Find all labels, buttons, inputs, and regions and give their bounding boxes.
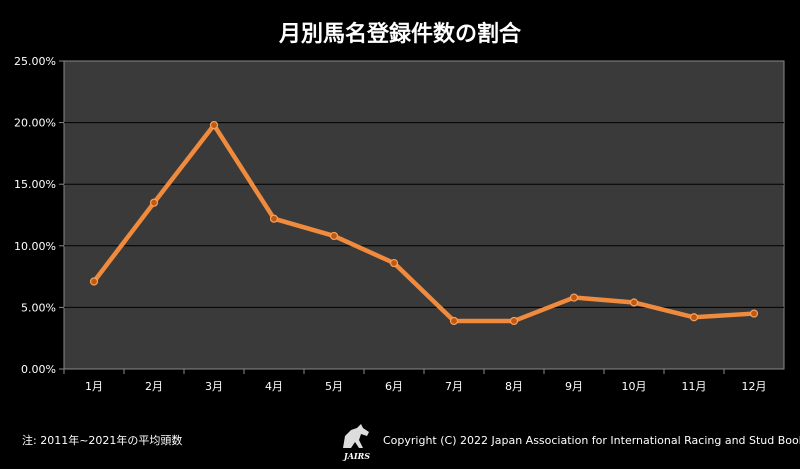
- x-tick-label: 9月: [565, 380, 583, 393]
- plot-area: [63, 60, 785, 370]
- logo-text: JAIRS: [342, 451, 370, 461]
- y-tick-label: 10.00%: [14, 240, 56, 253]
- x-tick-label: 10月: [622, 380, 647, 393]
- x-tick-label: 5月: [325, 380, 343, 393]
- data-point: [389, 258, 399, 268]
- data-point: [689, 313, 699, 322]
- x-tick-label: 4月: [265, 380, 283, 393]
- data-point: [89, 277, 99, 286]
- data-point: [449, 316, 459, 326]
- x-tick-label: 8月: [505, 380, 523, 393]
- data-point: [149, 198, 159, 207]
- x-tick-label: 2月: [145, 380, 163, 393]
- chart-title: 月別馬名登録件数の割合: [278, 22, 521, 47]
- x-tick-label: 6月: [385, 380, 403, 393]
- data-point: [569, 293, 579, 302]
- x-tick-label: 12月: [742, 380, 767, 393]
- horse-logo-icon: JAIRS: [342, 424, 370, 461]
- data-point: [329, 231, 339, 241]
- x-tick-label: 1月: [85, 380, 103, 393]
- data-point: [269, 214, 279, 223]
- y-tick-label: 20.00%: [14, 117, 56, 130]
- y-tick-label: 5.00%: [21, 301, 56, 314]
- footnote: 注: 2011年~2021年の平均頭数: [22, 434, 183, 447]
- x-tick-label: 7月: [445, 380, 463, 393]
- copyright-text: Copyright (C) 2022 Japan Association for…: [383, 434, 800, 447]
- y-tick-label: 25.00%: [14, 55, 56, 68]
- data-point: [509, 316, 519, 326]
- data-point: [629, 298, 639, 307]
- y-tick-label: 15.00%: [14, 178, 56, 191]
- series-line: [91, 122, 757, 324]
- x-tick-label: 3月: [205, 380, 223, 393]
- data-point: [209, 120, 219, 130]
- data-point: [749, 309, 759, 318]
- x-tick-label: 11月: [682, 380, 707, 393]
- y-tick-label: 0.00%: [21, 363, 56, 376]
